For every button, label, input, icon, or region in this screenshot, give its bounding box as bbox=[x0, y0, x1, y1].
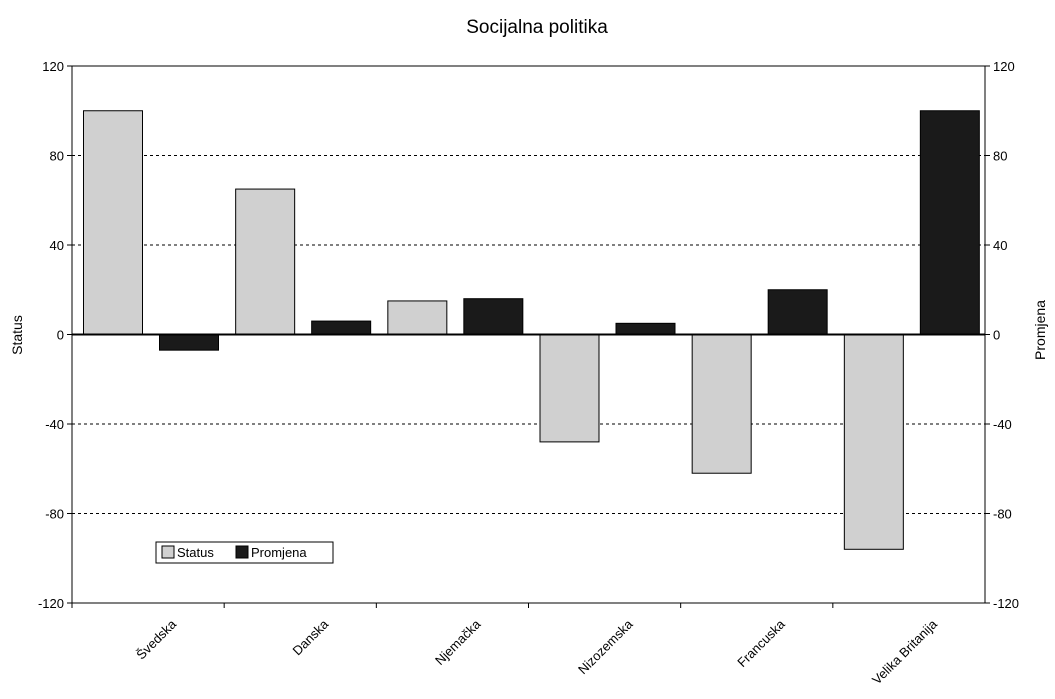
y2-tick-label: -40 bbox=[993, 417, 1012, 432]
y2-tick-label: 80 bbox=[993, 149, 1007, 164]
y-tick-label: 0 bbox=[57, 328, 64, 343]
x-tick-label: Švedska bbox=[133, 616, 179, 662]
bar-status-6 bbox=[843, 334, 904, 550]
y2-tick-label: 120 bbox=[993, 59, 1015, 74]
x-tick-label: Velika Britanija bbox=[869, 616, 940, 687]
y-tick-label: 80 bbox=[50, 149, 64, 164]
x-axis: Švedska Danska Njemačka Nizozemska Francuska… bbox=[71, 603, 940, 687]
bar-status-3 bbox=[387, 300, 448, 335]
x-tick-label: Francuska bbox=[734, 616, 788, 670]
y-tick-label: -120 bbox=[38, 596, 64, 611]
legend-swatch-promjena bbox=[235, 545, 249, 559]
legend-label-promjena: Promjena bbox=[251, 545, 307, 560]
bar-promjena-1 bbox=[159, 334, 219, 351]
bar-promjena-2 bbox=[311, 320, 372, 336]
y-tick-label: -40 bbox=[45, 417, 64, 432]
bar-status-1 bbox=[83, 110, 143, 335]
bars bbox=[83, 110, 980, 550]
bar-promjena-6 bbox=[919, 110, 980, 335]
legend-swatch-status bbox=[161, 545, 175, 559]
x-tick-label: Nizozemska bbox=[575, 616, 636, 677]
x-tick-label: Danska bbox=[290, 616, 332, 658]
right-axis: -120 -80 -40 0 40 80 120 bbox=[985, 59, 1019, 611]
bar-promjena-3 bbox=[463, 298, 524, 336]
y2-tick-label: -80 bbox=[993, 507, 1012, 522]
y-tick-label: 120 bbox=[42, 59, 64, 74]
left-axis: -120 -80 -40 0 40 80 120 bbox=[38, 59, 72, 611]
bar-promjena-5 bbox=[767, 289, 828, 335]
x-tick-label: Njemačka bbox=[432, 616, 484, 668]
bar-status-4 bbox=[539, 334, 600, 443]
legend-label-status: Status bbox=[177, 545, 214, 560]
chart-title: Socijalna politika bbox=[466, 17, 608, 38]
legend: Status Promjena bbox=[155, 541, 334, 564]
y-tick-label: 40 bbox=[50, 238, 64, 253]
y-axis-label: Status bbox=[9, 315, 25, 355]
y2-tick-label: 40 bbox=[993, 238, 1007, 253]
y-tick-label: -80 bbox=[45, 507, 64, 522]
bar-status-2 bbox=[235, 188, 296, 335]
bar-status-5 bbox=[691, 334, 752, 474]
bar-promjena-4 bbox=[615, 322, 676, 335]
y2-tick-label: 0 bbox=[993, 328, 1000, 343]
y2-tick-label: -120 bbox=[993, 596, 1019, 611]
y2-axis-label: Promjena bbox=[1032, 300, 1048, 360]
